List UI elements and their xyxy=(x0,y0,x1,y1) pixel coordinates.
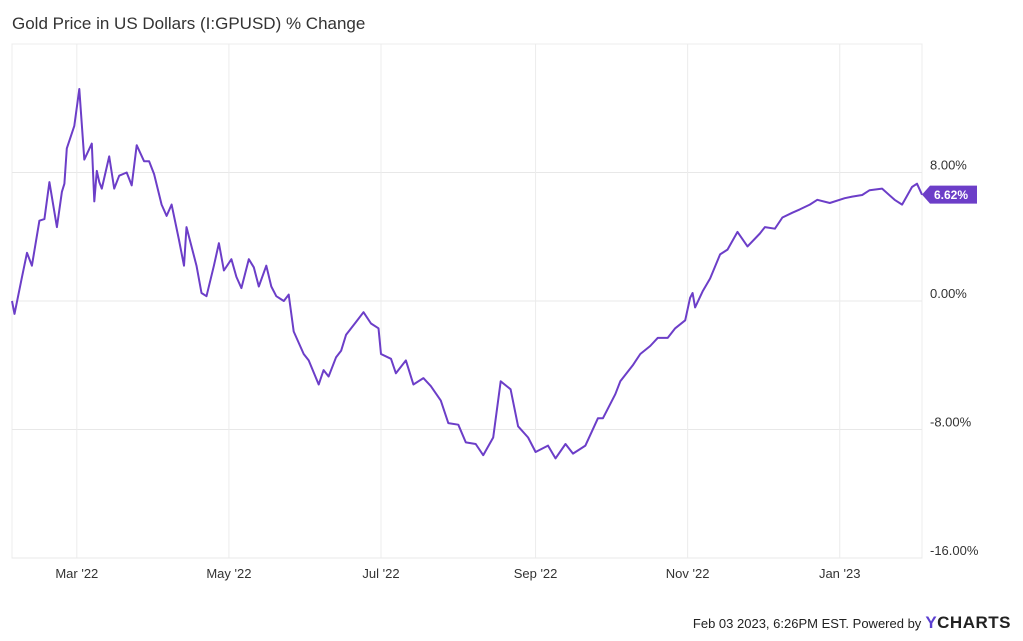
timestamp: Feb 03 2023, 6:26PM EST. xyxy=(692,616,850,631)
y-tick-label: 0.00% xyxy=(930,286,967,301)
last-value-label: 6.62% xyxy=(934,188,968,202)
x-tick-label: May '22 xyxy=(206,566,251,581)
x-tick-label: Jul '22 xyxy=(362,566,399,581)
last-value-marker xyxy=(922,185,977,204)
series-group xyxy=(11,88,923,460)
ycharts-logo-text: CHARTS xyxy=(937,613,1011,632)
x-axis: Mar '22 May '22 Jul '22 Sep '22 Nov '22 Jan '… xyxy=(55,566,860,581)
y-tick-label: -8.00% xyxy=(930,415,972,430)
powered-by-text: Powered by xyxy=(852,616,922,631)
ycharts-logo-y: Y xyxy=(925,613,938,632)
footer: Feb 03 2023, 6:26PM EST. Powered by YCHA… xyxy=(693,613,1011,633)
y-axis: 8.00% 0.00% -8.00% -16.00% xyxy=(930,158,979,559)
x-tick-label: Nov '22 xyxy=(666,566,710,581)
x-tick-label: Sep '22 xyxy=(514,566,558,581)
x-tick-label: Jan '23 xyxy=(819,566,861,581)
chart-title: Gold Price in US Dollars (I:GPUSD) % Cha… xyxy=(12,14,366,33)
grid-lines xyxy=(11,43,923,559)
last-value-flag: 6.62% xyxy=(922,185,977,204)
x-tick-label: Mar '22 xyxy=(55,566,98,581)
ycharts-logo[interactable]: YCHARTS xyxy=(925,613,1011,633)
y-tick-label: -16.00% xyxy=(930,543,979,558)
series-line xyxy=(11,88,923,460)
y-tick-label: 8.00% xyxy=(930,158,967,173)
